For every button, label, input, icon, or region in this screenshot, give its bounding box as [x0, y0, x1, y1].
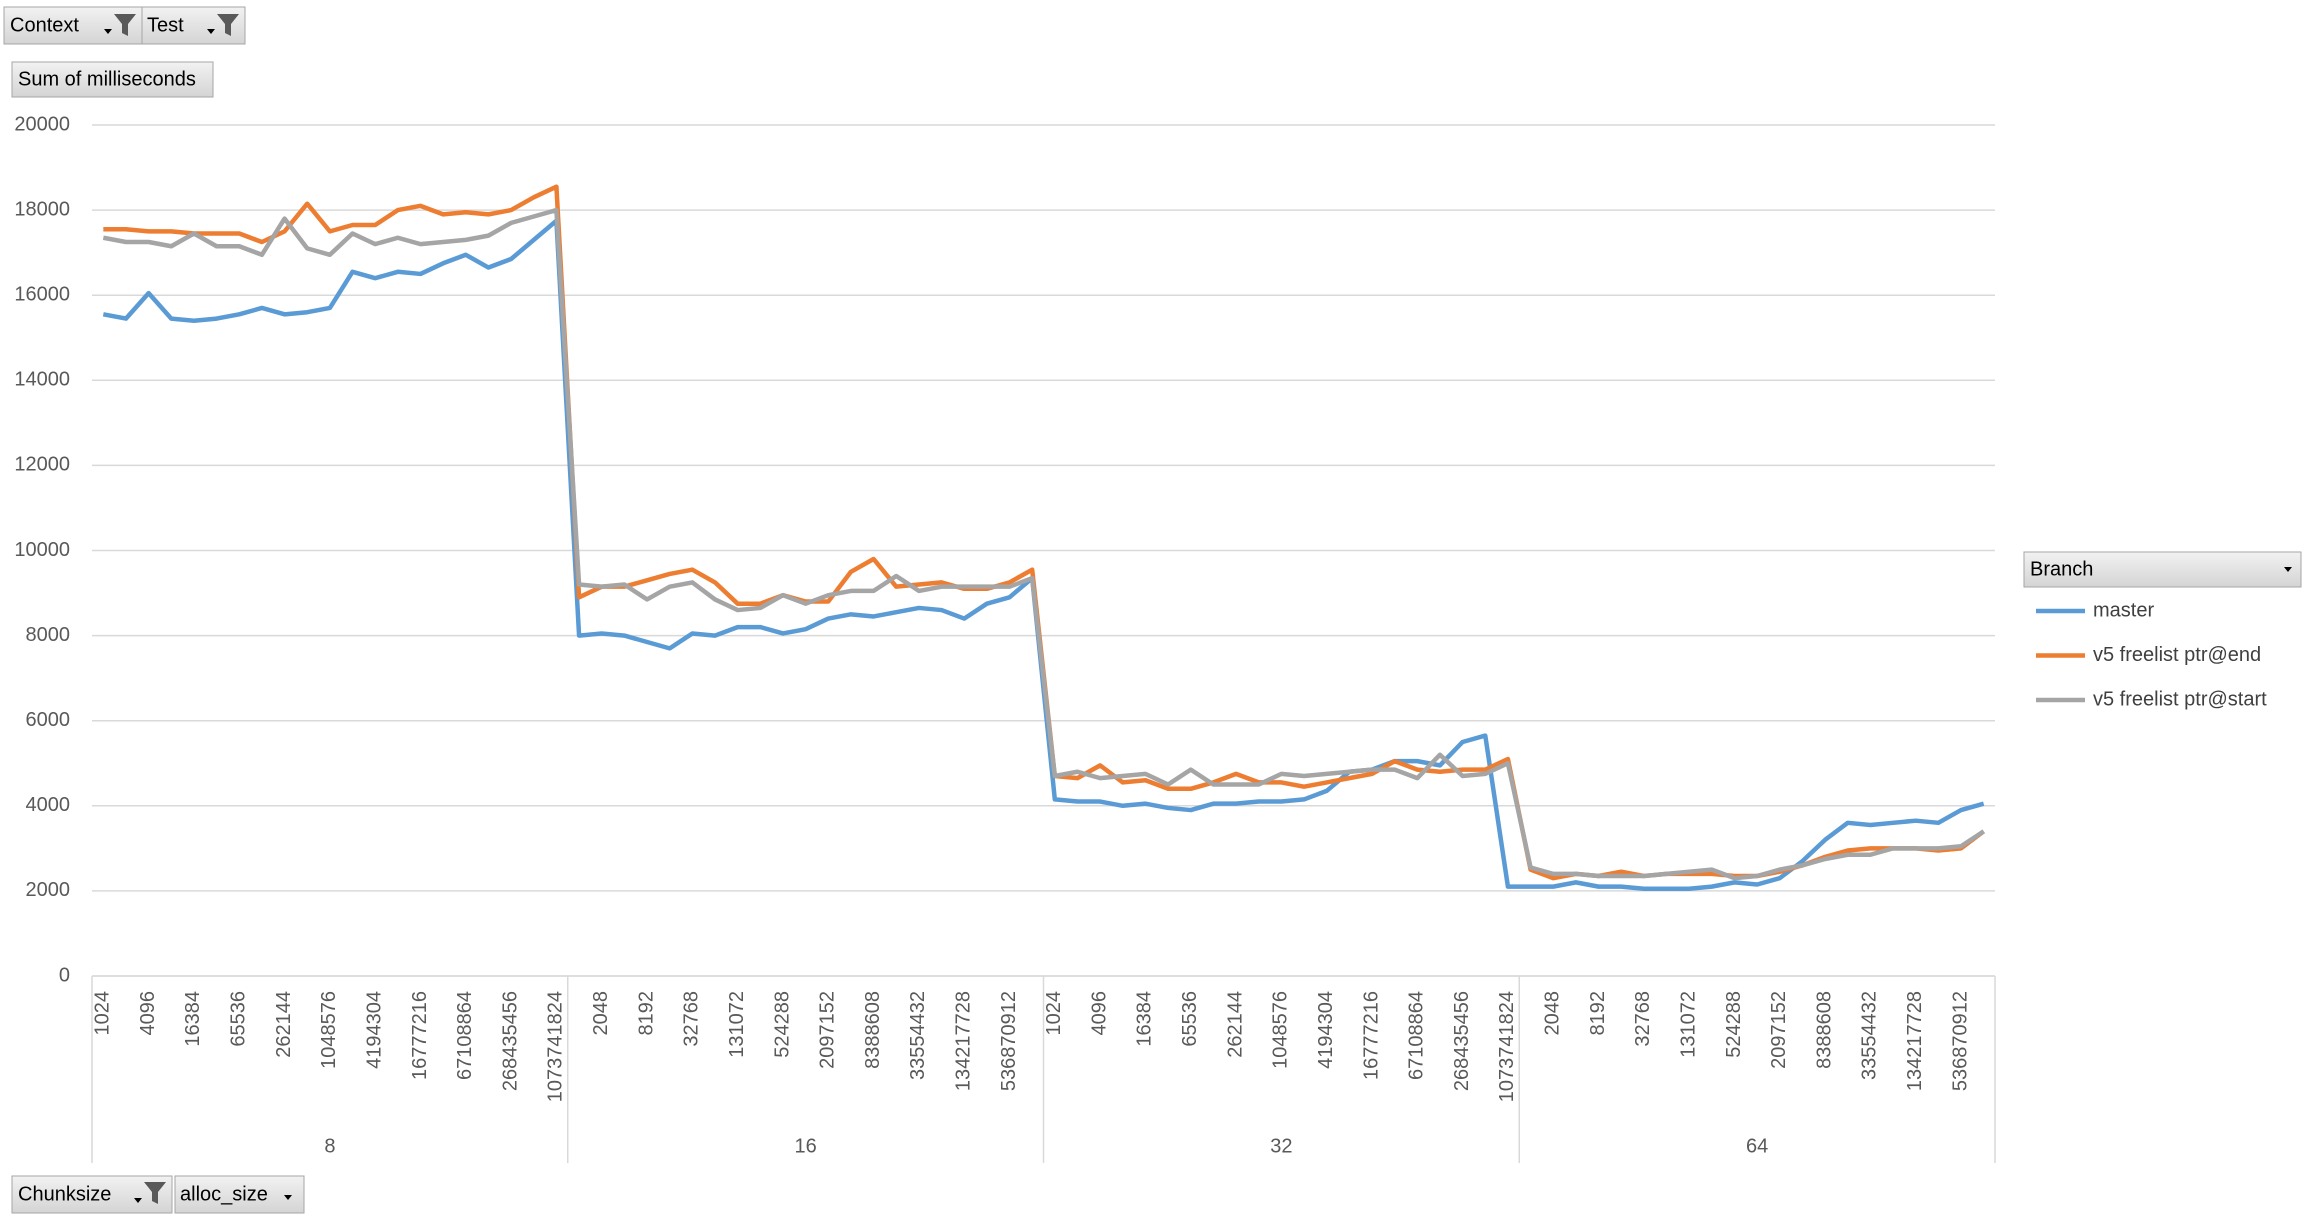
x-tick-label: 67108864: [1406, 991, 1428, 1080]
legend-label: master: [2093, 599, 2154, 621]
dropdown-arrow: [104, 29, 112, 34]
x-tick-label: 16777216: [1360, 991, 1382, 1080]
x-tick-label: 67108864: [454, 991, 476, 1080]
series-line: [102, 207, 1985, 881]
x-tick-label: 131072: [1677, 991, 1699, 1058]
x-tick-label: 262144: [273, 991, 295, 1058]
value-field-button[interactable]: [11, 61, 214, 98]
x-tick-label: 524288: [1723, 991, 1745, 1058]
x-tick-label: 65536: [1179, 991, 1201, 1047]
x-tick-label: 8192: [635, 991, 657, 1036]
x-tick-label: 16777216: [409, 991, 431, 1080]
filter-icon: [144, 1182, 166, 1204]
dropdown-arrow: [2284, 567, 2292, 572]
x-tick-label: 1048576: [318, 991, 340, 1069]
group-label: 8: [324, 1135, 335, 1157]
x-tick-label: 4096: [137, 991, 159, 1036]
y-tick-label: 16000: [14, 283, 70, 305]
x-tick-label: 33554432: [907, 991, 929, 1080]
series-line: [102, 218, 1985, 892]
x-tick-label: 2097152: [1768, 991, 1790, 1069]
dropdown-arrow: [284, 1195, 292, 1200]
x-tick-label: 536870912: [1949, 991, 1971, 1091]
group-label: 64: [1746, 1135, 1768, 1157]
x-tick-label: 1073741824: [1496, 991, 1518, 1102]
filter-button[interactable]: [3, 6, 143, 45]
y-tick-label: 10000: [14, 539, 70, 561]
dropdown-arrow: [134, 1198, 142, 1203]
x-tick-label: 8388608: [862, 991, 884, 1069]
y-tick-label: 14000: [14, 369, 70, 391]
x-tick-label: 33554432: [1859, 991, 1881, 1080]
y-tick-label: 2000: [26, 879, 71, 901]
y-tick-label: 8000: [26, 624, 71, 646]
series-line: [103, 184, 1986, 881]
legend-title: Branch: [2030, 558, 2093, 580]
x-tick-label: 2048: [590, 991, 612, 1036]
x-tick-label: 8192: [1587, 991, 1609, 1036]
x-tick-label: 4194304: [363, 991, 385, 1069]
y-tick-label: 6000: [26, 709, 71, 731]
y-tick-label: 4000: [26, 794, 71, 816]
x-tick-label: 268435456: [499, 991, 521, 1091]
x-tick-label: 268435456: [1451, 991, 1473, 1091]
x-tick-label: 8388608: [1813, 991, 1835, 1069]
row-field-label: alloc_size: [180, 1183, 268, 1205]
x-tick-label: 2048: [1542, 991, 1564, 1036]
x-tick-label: 131072: [726, 991, 748, 1058]
legend-button[interactable]: [2023, 551, 2302, 588]
x-tick-label: 65536: [228, 991, 250, 1047]
x-tick-label: 134217728: [1904, 991, 1926, 1091]
y-tick-label: 18000: [14, 198, 70, 220]
group-label: 32: [1270, 1135, 1292, 1157]
legend-label: v5 freelist ptr@start: [2093, 688, 2267, 710]
x-tick-label: 32768: [1632, 991, 1654, 1047]
x-tick-label: 262144: [1224, 991, 1246, 1058]
y-tick-label: 20000: [14, 113, 70, 135]
x-tick-label: 524288: [771, 991, 793, 1058]
filter-icon: [217, 14, 239, 36]
dropdown-arrow: [207, 29, 215, 34]
row-field-label: Chunksize: [18, 1183, 111, 1205]
x-tick-label: 4194304: [1315, 991, 1337, 1069]
x-tick-label: 1024: [1043, 991, 1065, 1036]
y-tick-label: 0: [59, 964, 70, 986]
y-tick-label: 12000: [14, 454, 70, 476]
x-tick-label: 536870912: [998, 991, 1020, 1091]
x-tick-label: 1024: [92, 991, 114, 1036]
x-tick-label: 2097152: [817, 991, 839, 1069]
filter-label: Test: [147, 14, 184, 36]
value-field-label: Sum of milliseconds: [18, 68, 196, 90]
x-tick-label: 32768: [681, 991, 703, 1047]
x-tick-label: 1048576: [1270, 991, 1292, 1069]
x-tick-label: 134217728: [952, 991, 974, 1091]
x-tick-label: 16384: [182, 991, 204, 1047]
legend-label: v5 freelist ptr@end: [2093, 644, 2261, 666]
filter-label: Context: [10, 14, 79, 36]
x-tick-label: 16384: [1134, 991, 1156, 1047]
row-field-button[interactable]: [174, 1175, 305, 1214]
x-tick-label: 1073741824: [545, 991, 567, 1102]
filter-icon: [114, 14, 136, 36]
group-label: 16: [795, 1135, 817, 1157]
x-tick-label: 4096: [1088, 991, 1110, 1036]
